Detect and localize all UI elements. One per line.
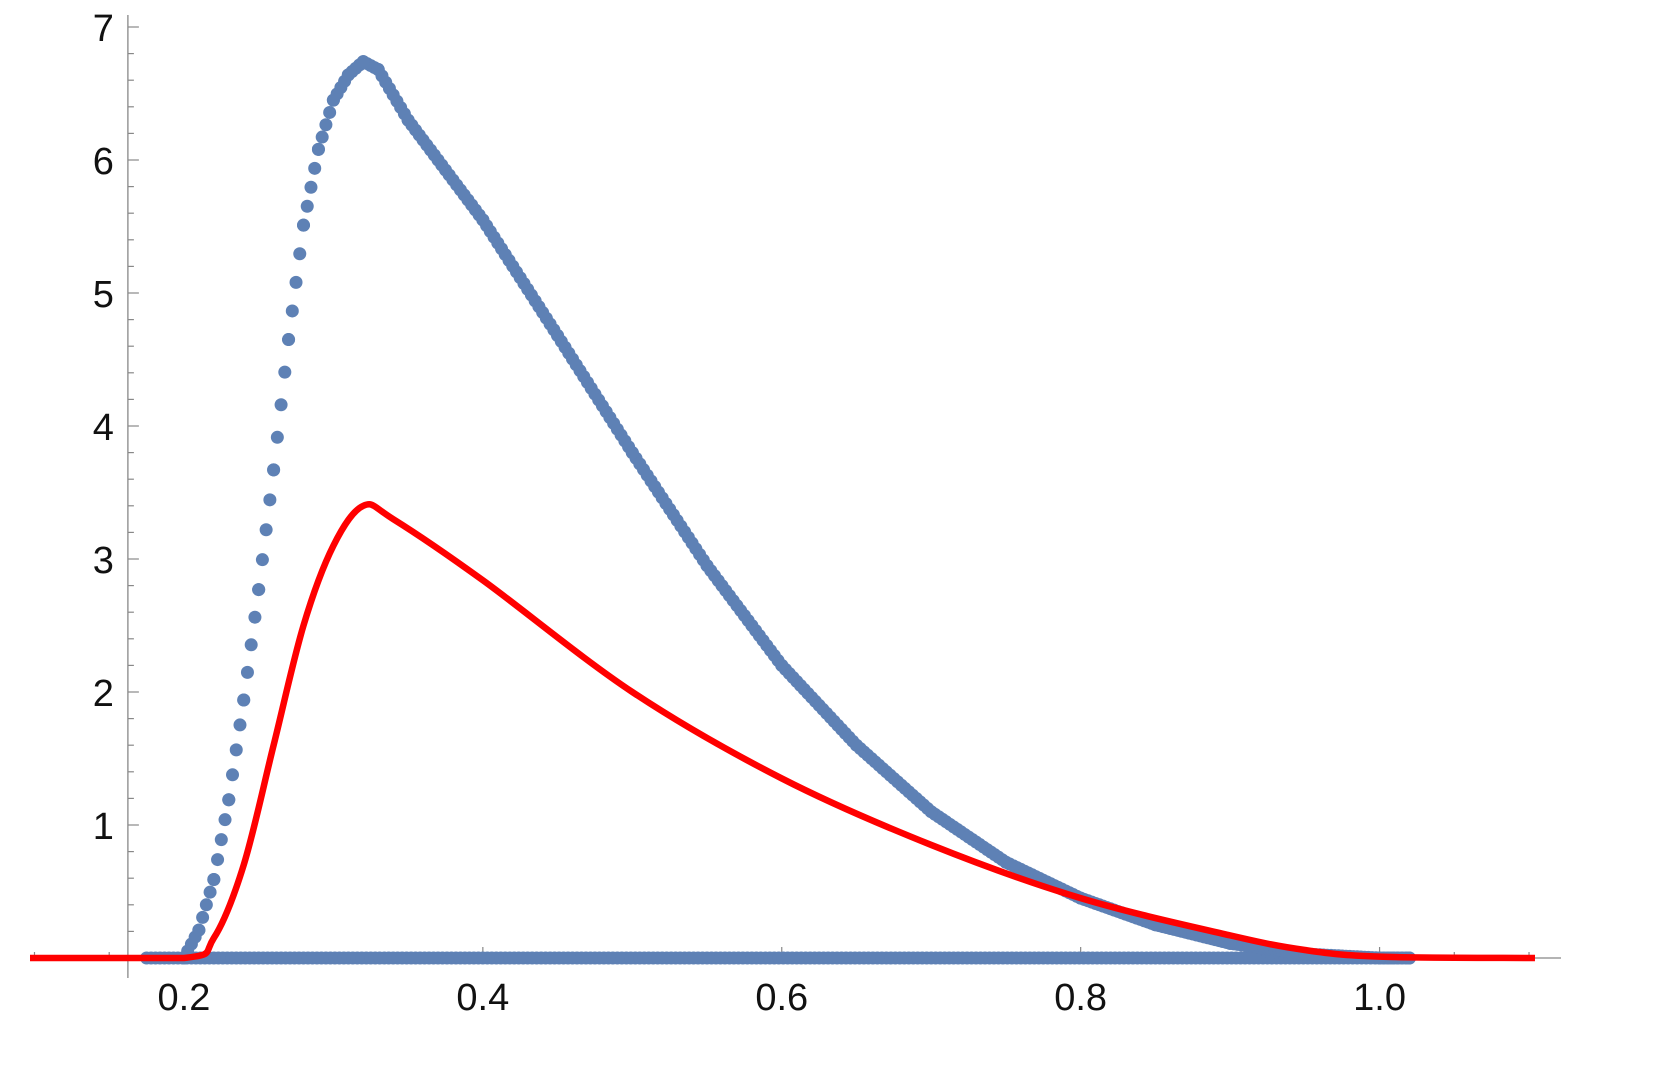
data-point [371, 63, 385, 77]
x-tick-label: 0.2 [158, 977, 211, 1019]
data-point [1223, 936, 1237, 950]
data-point [849, 738, 863, 752]
data-point [924, 805, 938, 819]
data-point [999, 855, 1013, 869]
data-point [319, 118, 333, 132]
data-point [203, 885, 217, 899]
data-point [196, 910, 210, 924]
data-point [214, 833, 228, 847]
data-point [315, 130, 329, 144]
data-point [274, 398, 288, 412]
data-point [207, 873, 221, 887]
data-point [240, 665, 254, 679]
y-tick-label: 2 [93, 673, 114, 715]
y-tick-label: 1 [93, 806, 114, 848]
data-point [282, 333, 296, 347]
y-tick-label: 6 [93, 141, 114, 183]
data-point [293, 247, 307, 261]
data-point [551, 329, 565, 343]
data-point [226, 768, 240, 782]
data-point [700, 559, 714, 573]
y-tick-label: 7 [93, 8, 114, 50]
data-point [244, 638, 258, 652]
data-point [285, 304, 299, 318]
y-tick-label: 4 [93, 407, 114, 449]
data-point [252, 583, 266, 597]
data-point [199, 898, 213, 912]
data-point [222, 793, 236, 807]
data-point [625, 446, 639, 460]
data-point [401, 113, 415, 127]
data-point [326, 93, 340, 107]
y-tick-label: 5 [93, 274, 114, 316]
data-point [289, 275, 303, 289]
data-point [237, 693, 251, 707]
data-point [211, 853, 225, 867]
data-point [233, 718, 247, 732]
blue-series [140, 55, 1416, 965]
data-point [323, 105, 337, 119]
data-point [304, 180, 318, 194]
data-point [341, 68, 355, 82]
data-point [311, 142, 325, 156]
y-tick-label: 3 [93, 540, 114, 582]
x-tick-label: 0.4 [456, 977, 509, 1019]
data-point [229, 743, 243, 757]
data-point [297, 218, 311, 232]
data-point [278, 365, 292, 379]
x-tick-label: 1.0 [1353, 977, 1406, 1019]
x-tick-label: 0.8 [1054, 977, 1107, 1019]
data-point [248, 610, 262, 624]
data-point [308, 161, 322, 175]
red-curve [29, 501, 1536, 962]
data-point [267, 463, 281, 477]
data-point [259, 523, 273, 537]
x-tick-label: 0.6 [755, 977, 808, 1019]
data-point [270, 430, 284, 444]
red-series [29, 501, 1536, 962]
tick-labels: 0.2 0.4 0.6 0.8 1.0 1 2 3 4 5 6 7 [93, 8, 1406, 1019]
data-point [356, 55, 370, 69]
data-point [192, 923, 206, 937]
data-point [476, 213, 490, 227]
data-point [300, 199, 314, 213]
data-point [263, 493, 277, 507]
axes [30, 15, 1561, 978]
data-point [775, 658, 789, 672]
data-point [255, 553, 269, 567]
data-point [218, 813, 232, 827]
